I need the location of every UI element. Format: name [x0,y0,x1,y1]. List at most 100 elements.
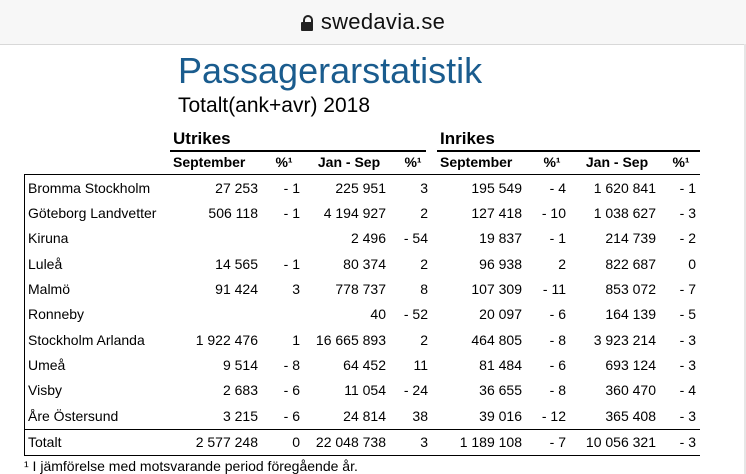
table-row: Luleå 14 565 - 1 80 374 2 96 938 2 822 687 0 [24,252,700,277]
inrikes-pct-1: - 12 [541,408,566,424]
utrikes-jan-sep: 64 452 [343,357,386,373]
inrikes-pct-1: - 6 [549,357,566,373]
inrikes-jan-sep: 853 072 [605,281,656,297]
inrikes-pct-2: - 2 [679,230,696,246]
utrikes-september: 91 424 [215,281,258,297]
inrikes-pct-2: - 3 [679,357,696,373]
inrikes-september: 127 418 [471,205,522,221]
browser-url-bar[interactable]: swedavia.se [0,0,746,45]
airport-name: Stockholm Arlanda [28,332,145,348]
utrikes-jan-sep: 24 814 [343,408,386,424]
table-row: Visby 2 683 - 6 11 054 - 24 36 655 - 8 360 470 -… [24,378,700,403]
airport-name: Bromma Stockholm [28,180,151,196]
page-subtitle: Totalt(ank+avr) 2018 [178,94,371,117]
utrikes-pct-1: - 1 [283,180,300,196]
utrikes-pct-2: 2 [420,332,428,348]
page-title: Passagerarstatistik [178,50,483,91]
col-header-inrikes-jan-sep: Jan - Sep [585,154,649,170]
utrikes-pct-2: 8 [420,281,428,297]
table-top-rule [24,174,700,175]
table-row-total: Totalt 2 577 248 0 22 048 738 3 1 189 108 - 7 1… [24,430,700,455]
table-row: Åre Östersund 3 215 - 6 24 814 38 39 016 - 12 3… [24,404,700,429]
utrikes-pct-2: 3 [420,180,428,196]
utrikes-jan-sep: 80 374 [343,256,386,272]
inrikes-pct-2: - 3 [679,408,696,424]
table-row: Bromma Stockholm 27 253 - 1 225 951 3 195 549… [24,176,700,201]
inrikes-jan-sep: 360 470 [605,382,656,398]
inrikes-pct-2: 0 [688,256,696,272]
scrollbar-edge [744,44,746,474]
col-header-utrikes-jan-sep: Jan - Sep [317,154,381,170]
inrikes-jan-sep: 10 056 321 [585,434,656,450]
utrikes-jan-sep: 22 048 738 [315,434,386,450]
table-row: Kiruna 2 496 - 54 19 837 - 1 214 739 - 2 [24,226,700,251]
airport-name: Totalt [28,434,62,450]
inrikes-september: 39 016 [479,408,522,424]
col-header-utrikes-pct-2: %¹ [404,154,422,170]
utrikes-september: 1 922 476 [195,332,258,348]
table-bottom-rule [24,455,700,456]
footnote: ¹ I jämförelse med motsvarande period fö… [24,458,358,474]
utrikes-jan-sep: 11 054 [344,382,386,398]
inrikes-september: 1 189 108 [459,434,522,450]
airport-name: Kiruna [28,230,69,246]
inrikes-pct-1: - 6 [549,306,566,322]
utrikes-pct-1: - 6 [283,382,300,398]
inrikes-september: 107 309 [471,281,522,297]
inrikes-jan-sep: 164 139 [605,306,656,322]
utrikes-pct-1: 3 [292,281,300,297]
inrikes-jan-sep: 693 124 [605,357,656,373]
utrikes-september: 2 577 248 [195,434,258,450]
group-rule-utrikes [170,150,426,152]
utrikes-pct-1: 1 [292,332,300,348]
inrikes-pct-2: - 3 [679,434,696,450]
inrikes-jan-sep: 3 923 214 [593,332,656,348]
utrikes-pct-2: - 54 [403,230,428,246]
inrikes-pct-1: - 10 [541,205,566,221]
utrikes-jan-sep: 225 951 [335,180,386,196]
inrikes-september: 81 484 [479,357,522,373]
inrikes-pct-1: - 7 [549,434,566,450]
inrikes-pct-1: - 8 [549,332,566,348]
total-rule [24,429,700,430]
inrikes-jan-sep: 1 620 841 [593,180,656,196]
table-row: Ronneby 40 - 52 20 097 - 6 164 139 - 5 [24,302,700,327]
utrikes-jan-sep: 40 [370,306,386,322]
utrikes-jan-sep: 16 665 893 [315,332,386,348]
group-rule-inrikes [437,150,700,152]
inrikes-september: 195 549 [471,180,522,196]
col-header-inrikes-september: September [440,154,513,170]
inrikes-jan-sep: 1 038 627 [593,205,656,221]
utrikes-september: 3 215 [222,408,258,424]
utrikes-pct-1: - 1 [283,205,300,221]
lock-icon [300,15,313,31]
col-header-utrikes-pct-1: %¹ [275,154,293,170]
table-row: Umeå 9 514 - 8 64 452 11 81 484 - 6 693 124 - 3 [24,353,700,378]
col-header-inrikes-pct-1: %¹ [543,154,561,170]
airport-name: Ronneby [28,306,85,322]
utrikes-jan-sep: 2 496 [350,230,386,246]
utrikes-pct-1: - 6 [283,408,300,424]
utrikes-pct-2: 11 [413,357,428,373]
inrikes-pct-1: - 4 [549,180,566,196]
inrikes-september: 96 938 [479,256,522,272]
airport-name: Visby [28,382,62,398]
inrikes-pct-1: 2 [558,256,566,272]
url-text: swedavia.se [320,9,446,34]
table-row: Göteborg Landvetter 506 118 - 1 4 194 927 2 1… [24,201,700,226]
inrikes-jan-sep: 822 687 [605,256,656,272]
utrikes-september: 9 514 [222,357,258,373]
utrikes-pct-1: - 1 [283,256,300,272]
utrikes-september: 506 118 [208,205,258,221]
table-row: Stockholm Arlanda 1 922 476 1 16 665 893 2 46… [24,328,700,353]
inrikes-pct-2: - 1 [679,180,696,196]
inrikes-september: 20 097 [479,306,522,322]
inrikes-september: 464 805 [471,332,522,348]
utrikes-jan-sep: 4 194 927 [323,205,386,221]
utrikes-pct-1: - 8 [283,357,300,373]
inrikes-september: 36 655 [479,382,522,398]
utrikes-pct-2: 2 [420,205,428,221]
airport-name: Luleå [28,256,63,272]
inrikes-pct-2: - 4 [679,382,696,398]
airport-name: Åre Östersund [28,408,119,424]
